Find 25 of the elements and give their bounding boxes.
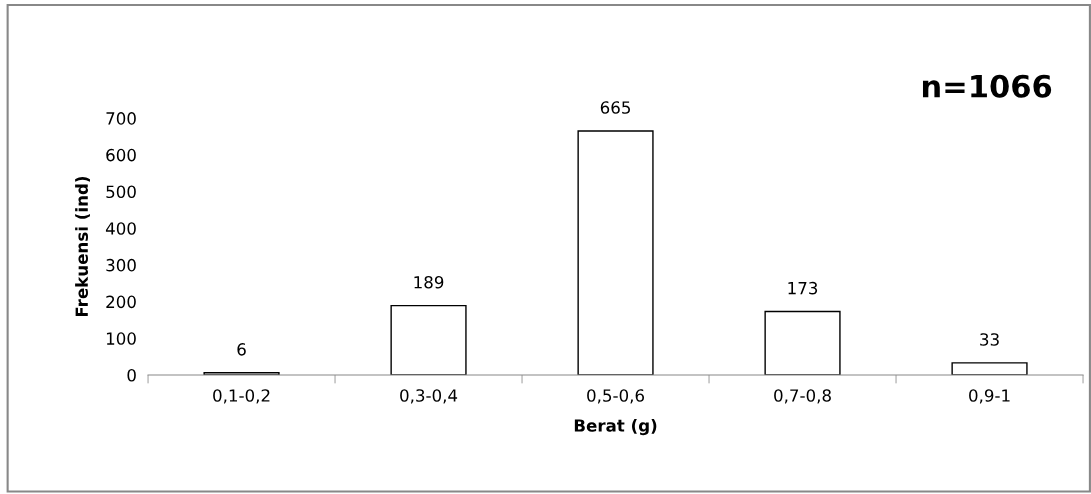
y-tick-label: 200 bbox=[106, 295, 136, 309]
data-label: 33 bbox=[980, 333, 999, 346]
bar bbox=[390, 304, 467, 375]
data-label: 189 bbox=[414, 275, 444, 289]
x-tick-label: 0,1-0,2 bbox=[213, 389, 270, 404]
bar bbox=[764, 310, 841, 375]
x-axis-title: Berat (g) bbox=[574, 418, 657, 436]
text: n=1066 bbox=[922, 74, 1052, 98]
x-tick-label: 0,9-1 bbox=[969, 389, 1010, 404]
x-tick-label: 0,5-0,6 bbox=[587, 389, 645, 404]
data-label: 6 bbox=[237, 343, 246, 356]
bar bbox=[951, 362, 1028, 375]
x-tick-label: 0,7-0,8 bbox=[774, 389, 831, 404]
y-tick-label: 300 bbox=[106, 258, 136, 272]
y-tick-label: 0 bbox=[127, 368, 136, 382]
data-label: 173 bbox=[788, 281, 818, 295]
y-tick-label: 500 bbox=[106, 185, 136, 199]
bar bbox=[577, 130, 654, 375]
y-axis-title: Frekuensi (ind) bbox=[75, 176, 90, 317]
data-label: 665 bbox=[600, 101, 630, 114]
y-tick-label: 400 bbox=[105, 222, 136, 235]
y-tick-label: 600 bbox=[106, 148, 136, 162]
x-tick-label: 0,3-0,4 bbox=[400, 389, 458, 404]
y-tick-label: 700 bbox=[106, 112, 136, 125]
y-tick-label: 100 bbox=[106, 332, 136, 345]
